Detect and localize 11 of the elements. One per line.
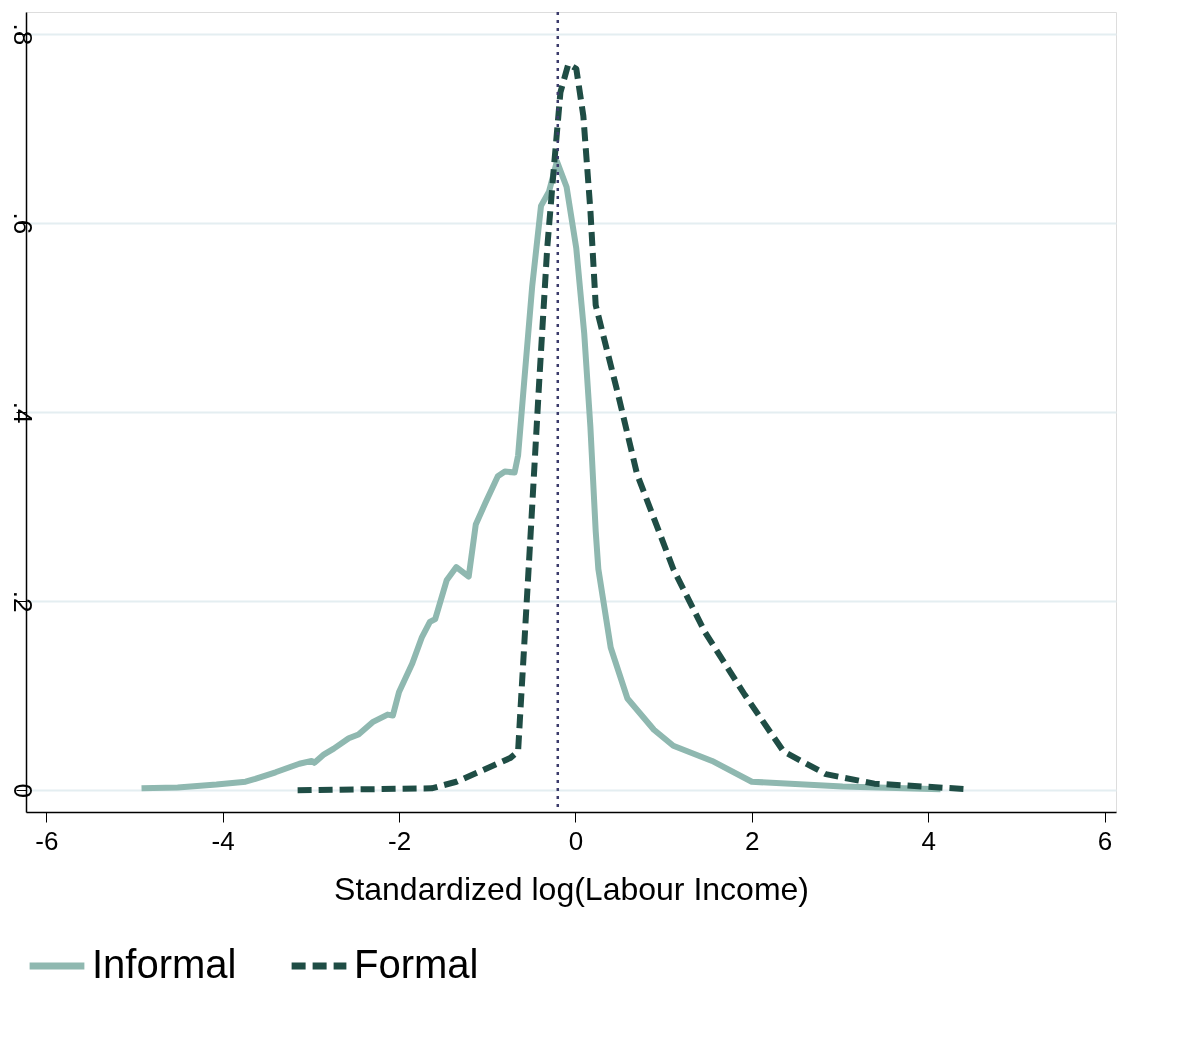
x-tick-label: -2 <box>387 825 412 856</box>
x-tick-label: -6 <box>35 825 59 856</box>
x-tick-label: -4 <box>211 825 235 856</box>
legend-label: Informal <box>92 942 237 986</box>
x-tick-label: 4 <box>921 825 936 856</box>
x-tick-label: 0 <box>568 825 584 856</box>
y-tick-label: .2 <box>7 590 38 613</box>
x-axis-title: Standardized log(Labour Income) <box>334 870 809 907</box>
x-tick-label: 2 <box>745 825 760 856</box>
x-tick-label: 6 <box>1097 825 1113 856</box>
legend-label: Formal <box>354 942 479 986</box>
